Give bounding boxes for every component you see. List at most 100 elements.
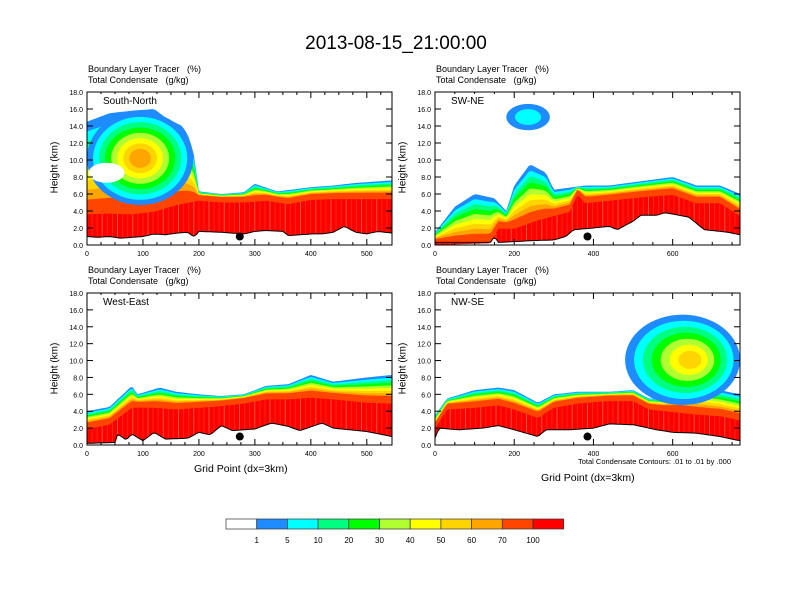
x-tick-label: 0 xyxy=(85,251,89,258)
panel-label-bg xyxy=(447,94,507,107)
y-tick-label: 2.0 xyxy=(73,226,83,233)
colorbar-label: 5 xyxy=(285,536,290,545)
field-layers xyxy=(87,374,392,444)
upper-cloud-layer xyxy=(678,350,702,369)
y-tick-label: 2.0 xyxy=(73,426,83,433)
x-tick-label: 100 xyxy=(137,451,149,458)
panel-subtitle-south-north: Boundary Layer Tracer (%) Total Condensat… xyxy=(88,64,201,86)
x-tick-label: 300 xyxy=(249,251,261,258)
y-tick-label: 12.0 xyxy=(69,141,83,148)
plot-frame xyxy=(86,292,393,446)
y-tick-label: 4.0 xyxy=(73,409,83,416)
y-tick-label: 6.0 xyxy=(421,392,431,399)
terrain-line xyxy=(87,422,392,444)
main-title: 2013-08-15_21:00:00 xyxy=(305,33,487,54)
y-tick-label: 0.0 xyxy=(421,243,431,250)
panel-label: SW-NE xyxy=(451,96,484,107)
subtitle-line-1: Boundary Layer Tracer (%) xyxy=(436,265,550,275)
subtitle-line-2: Total Condensate (g/kg) xyxy=(436,75,537,85)
colorbar-label: 40 xyxy=(406,536,415,545)
x-tick-label: 200 xyxy=(508,251,520,258)
colorbar-label: 20 xyxy=(344,536,353,545)
y-tick-label: 14.0 xyxy=(69,325,83,332)
panel-nw-se: 0.0 2.0 4.0 6.0 8.0 10.0 12.0 14.0 16.0 18.0 0 200 4… xyxy=(417,291,741,458)
y-tick-label: 10.0 xyxy=(417,158,431,165)
plot-frame xyxy=(86,91,393,246)
location-marker xyxy=(583,432,592,441)
colorbar-swatch xyxy=(501,518,534,530)
colorbar-swatch xyxy=(317,518,350,530)
y-tick-label: 0.0 xyxy=(73,443,83,450)
panel-subtitle-nw-se: Boundary Layer Tracer (%) Total Condensat… xyxy=(436,265,549,287)
y-tick-label: 18.0 xyxy=(69,90,83,97)
x-tick-label: 200 xyxy=(193,251,205,258)
colorbar-label: 1 xyxy=(254,536,259,545)
colorbar-swatch xyxy=(532,518,565,530)
x-axis-label-nw-se: Grid Point (dx=3km) xyxy=(541,472,635,484)
x-tick-label: 500 xyxy=(361,451,373,458)
y-tick-label: 16.0 xyxy=(417,308,431,315)
upper-cloud-layer xyxy=(515,109,542,125)
colorbar-label: 100 xyxy=(526,536,540,545)
y-tick-label: 14.0 xyxy=(417,124,431,131)
y-tick-label: 6.0 xyxy=(421,192,431,199)
colorbar-swatch xyxy=(440,518,472,530)
panel-label-bg xyxy=(447,295,507,308)
y-tick-label: 16.0 xyxy=(69,308,83,315)
y-tick-label: 12.0 xyxy=(69,342,83,349)
colorbar-label: 30 xyxy=(375,536,384,545)
colorbar-swatch xyxy=(256,518,288,530)
panel-label-bg xyxy=(99,295,159,308)
location-marker xyxy=(583,232,592,241)
plot-frame xyxy=(434,292,741,446)
x-tick-label: 600 xyxy=(667,451,679,458)
y-tick-label: 4.0 xyxy=(421,409,431,416)
y-tick-label: 2.0 xyxy=(421,226,431,233)
panel-south-north: 0.0 2.0 4.0 6.0 8.0 10.0 12.0 14.0 16.0 18.0 0 100 2… xyxy=(69,90,393,258)
panel-sw-ne: 0.0 2.0 4.0 6.0 8.0 10.0 12.0 14.0 16.0 18.0 0 200 4… xyxy=(417,90,741,258)
y-tick-label: 16.0 xyxy=(69,107,83,114)
terrain-line xyxy=(435,212,740,243)
colorbar-swatch xyxy=(348,518,380,530)
colorbar-label: 70 xyxy=(498,536,507,545)
x-tick-label: 0 xyxy=(433,251,437,258)
panel-label: NW-SE xyxy=(451,297,484,308)
x-tick-label: 0 xyxy=(85,451,89,458)
colorbar-swatch xyxy=(471,518,503,530)
colorbar: 1 5 10 20 30 40 50 60 70 100 xyxy=(225,518,565,545)
contour-annotation: Total Condensate Contours: .01 to .01 by… xyxy=(578,457,732,466)
y-tick-label: 12.0 xyxy=(417,342,431,349)
x-tick-label: 200 xyxy=(508,451,520,458)
plot-frame xyxy=(434,91,741,246)
y-tick-label: 10.0 xyxy=(69,158,83,165)
panel-west-east: 0.0 2.0 4.0 6.0 8.0 10.0 12.0 14.0 16.0 18.0 0 100 2… xyxy=(69,291,393,458)
y-tick-label: 18.0 xyxy=(417,291,431,298)
colorbar-label: 10 xyxy=(314,536,323,545)
y-tick-label: 12.0 xyxy=(417,141,431,148)
y-tick-label: 10.0 xyxy=(69,359,83,366)
panel-label-bg xyxy=(99,94,159,107)
x-tick-label: 400 xyxy=(588,251,600,258)
subtitle-line-2: Total Condensate (g/kg) xyxy=(436,276,537,286)
y-tick-label: 2.0 xyxy=(421,426,431,433)
x-tick-label: 100 xyxy=(137,251,149,258)
x-tick-label: 500 xyxy=(361,251,373,258)
field-layers xyxy=(87,109,392,239)
subtitle-line-2: Total Condensate (g/kg) xyxy=(88,75,189,85)
y-tick-label: 0.0 xyxy=(421,443,431,450)
colorbar-swatch xyxy=(225,518,258,530)
y-tick-label: 4.0 xyxy=(421,209,431,216)
clear-gap xyxy=(88,162,125,183)
colorbar-swatch xyxy=(409,518,442,530)
convective-cloud-layer xyxy=(129,148,152,168)
x-tick-label: 200 xyxy=(193,451,205,458)
x-axis-label-west-east: Grid Point (dx=3km) xyxy=(194,463,288,475)
y-tick-label: 10.0 xyxy=(417,359,431,366)
y-tick-label: 8.0 xyxy=(421,375,431,382)
y-tick-label: 8.0 xyxy=(421,175,431,182)
y-tick-label: 8.0 xyxy=(73,175,83,182)
terrain-line xyxy=(435,423,740,442)
y-tick-label: 6.0 xyxy=(73,192,83,199)
y-tick-label: 14.0 xyxy=(69,124,83,131)
